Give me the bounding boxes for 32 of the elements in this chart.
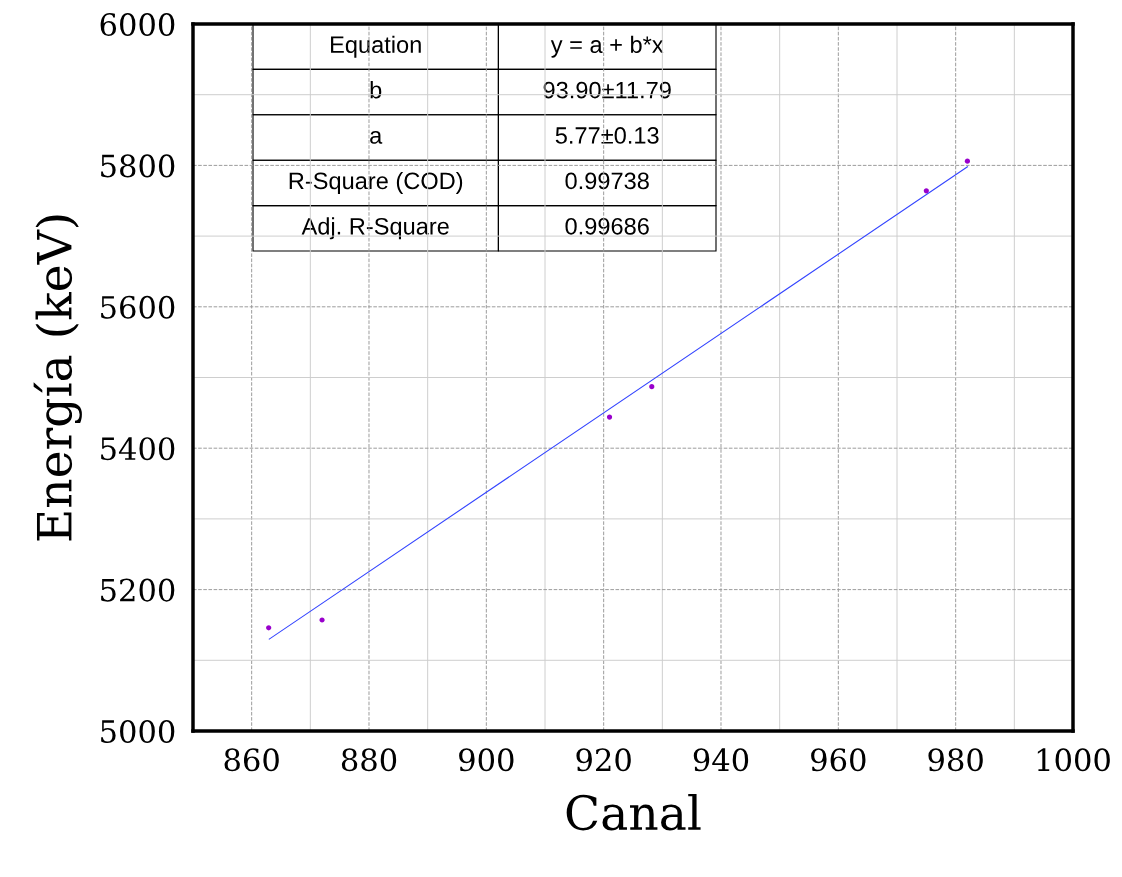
x-tick-label: 860 — [224, 748, 279, 772]
x-tick-label: 880 — [341, 748, 397, 772]
y-axis-title: Energía (keV) — [33, 215, 82, 541]
annotation: y = a + b*x — [550, 35, 664, 58]
x-tick-label: 980 — [928, 748, 983, 772]
point — [606, 414, 613, 420]
y-tick-label: 5200 — [101, 578, 175, 602]
point — [923, 188, 929, 194]
x-tick-label: 900 — [459, 748, 514, 772]
annotation: b — [370, 81, 382, 99]
annotation: a — [370, 130, 383, 144]
y-tick-label: 6000 — [100, 12, 175, 37]
y-tick-label: 5600 — [101, 295, 175, 319]
x-axis-title: Canal — [566, 793, 701, 831]
annotation: Equation — [331, 35, 421, 58]
annotation: 5.77±0.13 — [555, 127, 659, 144]
y-tick-label: 5800 — [101, 154, 175, 178]
annotation: 0.99738 — [565, 172, 649, 190]
x-tick-label: 960 — [811, 748, 866, 772]
point — [964, 158, 970, 164]
point — [266, 625, 272, 631]
annotation: 0.99686 — [565, 217, 649, 235]
x-tick-label: 940 — [693, 748, 749, 772]
x-tick-label: 1000 — [1037, 748, 1110, 772]
x-tick-label: 920 — [576, 748, 631, 772]
y-tick-label: 5400 — [101, 437, 175, 461]
point — [649, 384, 655, 390]
annotation: 93.90±11.79 — [543, 81, 671, 99]
point — [319, 617, 325, 623]
annotation: R-Square (COD) — [289, 171, 463, 194]
y-tick-label: 5000 — [101, 719, 175, 744]
annotation: Adj. R-Square — [301, 217, 449, 240]
